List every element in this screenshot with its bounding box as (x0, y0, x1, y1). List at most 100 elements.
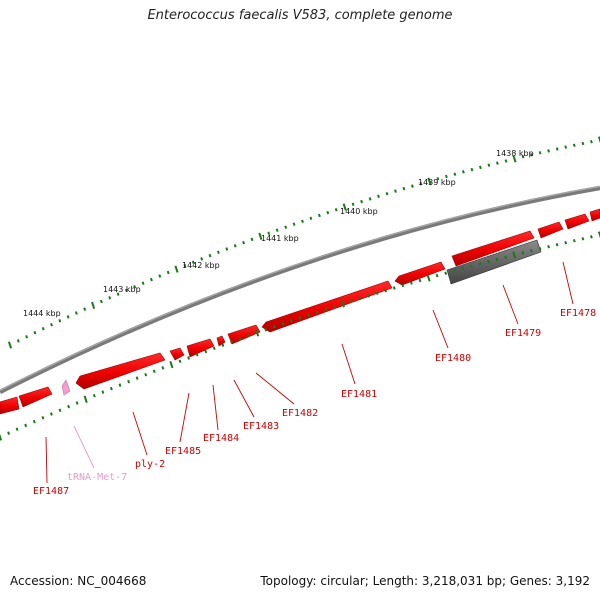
inner-tick-mark (384, 288, 388, 293)
inner-tick-mark (135, 376, 139, 380)
outer-tick-mark (436, 177, 440, 181)
inner-tick-mark (392, 286, 396, 290)
inner-tick-mark (564, 240, 568, 245)
inner-tick-mark (435, 273, 439, 278)
gene-arrow (0, 396, 20, 415)
inner-tick-mark (349, 299, 353, 303)
genome-summary-text: Topology: circular; Length: 3,218,031 bp… (260, 574, 590, 588)
scale-label-1438: 1438 kbp (496, 149, 534, 158)
pseudo-gene-block (446, 239, 542, 285)
connector-ef1481 (341, 343, 356, 385)
outer-tick-mark (242, 240, 246, 245)
gene-arrow-ply-2 (75, 352, 166, 390)
connector-ef1483 (233, 379, 255, 418)
outer-tick-mark (427, 177, 432, 185)
gene-label-ef1483: EF1483 (243, 421, 279, 432)
outer-tick-mark (233, 244, 237, 248)
gene-arrow (216, 335, 226, 347)
outer-tick-mark (33, 330, 37, 335)
outer-tick-mark (108, 296, 112, 300)
scale-label-1444: 1444 kbp (23, 309, 61, 318)
outer-tick-mark (66, 315, 70, 319)
outer-tick-mark (83, 307, 87, 311)
outer-tick-mark (208, 253, 212, 258)
connector-ef1478 (562, 261, 574, 305)
connector-trna-met-7 (73, 425, 95, 469)
inner-tick-mark (358, 296, 362, 301)
connector-ef1482 (255, 372, 295, 405)
gene-arrow (589, 208, 600, 222)
outer-tick-mark (225, 247, 229, 251)
outer-tick-mark (512, 155, 517, 163)
inner-tick-mark (444, 271, 448, 275)
outer-tick-mark (377, 194, 380, 199)
outer-tick-mark (521, 155, 525, 159)
inner-tick-mark (426, 274, 431, 282)
outer-tick-mark (7, 341, 13, 349)
gene-arrow (227, 324, 261, 345)
outer-tick-mark (284, 225, 288, 229)
outer-tick-mark (487, 163, 491, 167)
inner-tick-mark (367, 294, 371, 298)
connector-ef1487 (45, 436, 48, 484)
outer-tick-mark (200, 257, 204, 261)
inner-tick-mark (0, 433, 3, 441)
inner-tick-mark (67, 404, 71, 409)
outer-tick-mark (461, 170, 465, 174)
outer-tick-mark (166, 270, 170, 275)
inner-tick-mark (15, 427, 19, 431)
trna-arrow (61, 379, 71, 396)
inner-tick-mark (452, 269, 456, 273)
gene-arrow (186, 338, 215, 358)
inner-tick-mark (597, 231, 600, 239)
outer-tick-mark (99, 299, 103, 304)
outer-tick-mark (419, 181, 423, 186)
outer-tick-mark (478, 165, 482, 170)
inner-tick-mark (529, 249, 533, 253)
inner-tick-mark (375, 291, 379, 295)
gene-arrow (18, 386, 53, 408)
inner-tick-mark (315, 310, 319, 315)
inner-tick-mark (204, 349, 208, 354)
outer-tick-mark (91, 301, 96, 309)
inner-tick-mark (255, 329, 260, 337)
inner-tick-mark (547, 244, 551, 249)
scale-label-1443: 1443 kbp (103, 285, 141, 294)
gene-labels: EF1478 EF1479 EF1480 EF1481 EF1482 EF148… (33, 308, 596, 497)
scale-label-1439: 1439 kbp (418, 178, 456, 187)
outer-tick-mark (58, 319, 62, 323)
inner-tick-mark (169, 360, 174, 369)
inner-tick-mark (487, 259, 491, 264)
gene-arrow-ef1479 (451, 230, 535, 267)
inner-tick-mark (298, 316, 302, 320)
outer-tick-mark (564, 145, 568, 149)
inner-tick-mark (101, 390, 105, 394)
gene-arrow-ef1478 (537, 221, 564, 239)
gene-label-ef1487: EF1487 (33, 486, 69, 497)
outer-tick-mark (589, 139, 593, 144)
outer-tick-mark (385, 191, 389, 196)
inner-tick-mark (461, 266, 465, 271)
outer-tick-mark (368, 197, 372, 201)
outer-tick-mark (116, 292, 120, 296)
connector-ply-2 (132, 411, 148, 456)
accession-text: Accession: NC_004668 (10, 574, 147, 588)
inner-tick-mark (109, 386, 113, 391)
outer-tick-mark (351, 202, 355, 207)
outer-tick-mark (16, 339, 20, 343)
connector-ef1485 (179, 392, 190, 443)
outer-tick-mark (495, 161, 499, 165)
inner-tick-mark (272, 325, 276, 329)
outer-tick-mark (258, 232, 263, 240)
inner-tick-mark (58, 408, 62, 413)
inner-tick-mark (538, 246, 542, 251)
inner-tick-mark (409, 281, 413, 285)
outer-tick-mark (360, 199, 364, 204)
inner-tick-mark (307, 313, 311, 317)
outer-tick-mark (597, 136, 600, 144)
outer-tick-mark (191, 260, 195, 265)
outer-tick-mark (581, 141, 585, 146)
outer-tick-mark (572, 143, 576, 148)
outer-tick-mark (41, 326, 45, 331)
inner-tick-mark (32, 419, 36, 424)
